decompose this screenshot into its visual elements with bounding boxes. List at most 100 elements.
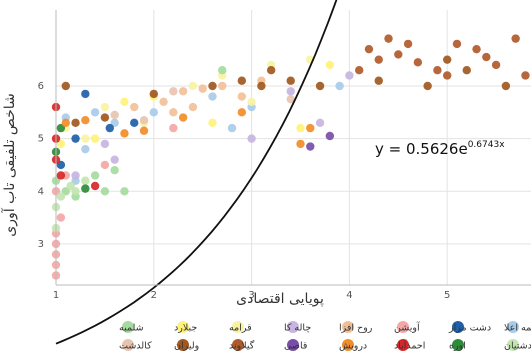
data-point (511, 34, 520, 43)
data-point (81, 144, 90, 154)
data-point (472, 44, 481, 54)
data-point (71, 187, 80, 196)
data-point (71, 118, 80, 128)
x-tick-label: 3 (248, 290, 254, 301)
data-point (237, 92, 247, 101)
legend-marker (507, 321, 519, 333)
data-point (120, 97, 129, 106)
legend-marker (287, 321, 299, 333)
data-point (325, 60, 335, 70)
trendline-equation: y = 0.5626e0.6743x (375, 140, 505, 158)
data-point (491, 60, 501, 70)
data-point (105, 123, 114, 133)
trendline-equation-exponent: 0.6743x (468, 140, 505, 150)
legend-label: دشتیان (504, 341, 531, 352)
legend-marker (177, 339, 189, 351)
data-point (100, 187, 110, 196)
legend-label: جبلارد (174, 323, 197, 334)
data-point (120, 129, 129, 138)
data-point (110, 118, 119, 128)
legend-marker (287, 339, 299, 351)
legend-marker (452, 321, 464, 333)
data-point (81, 176, 90, 185)
data-point (178, 87, 188, 96)
data-point (403, 39, 413, 49)
data-point (315, 118, 325, 128)
data-point (81, 89, 90, 99)
data-point (296, 139, 305, 149)
data-point (286, 87, 295, 96)
data-point (149, 89, 158, 99)
legend-marker (507, 339, 519, 351)
data-point (501, 81, 511, 91)
data-point (257, 81, 266, 91)
data-point (266, 66, 276, 75)
data-point (286, 94, 295, 104)
legend-marker (452, 339, 464, 351)
legend-label: اوره (449, 341, 466, 352)
legend-marker (122, 321, 134, 333)
legend-label: ولیران (174, 341, 199, 352)
data-point (433, 66, 442, 75)
data-point (188, 81, 198, 91)
data-point (198, 84, 207, 93)
legend-marker (397, 339, 409, 351)
legend-marker (232, 321, 244, 333)
data-point (247, 97, 256, 106)
data-point (71, 134, 80, 143)
data-point (521, 71, 530, 80)
data-point (354, 66, 364, 75)
data-point (188, 102, 198, 112)
data-point (139, 126, 149, 135)
data-point (227, 123, 237, 133)
data-points (51, 34, 530, 280)
x-axis-title: پویایی اقتصادی (236, 291, 324, 307)
data-point (81, 134, 90, 143)
grid-lines (55, 10, 531, 285)
data-point (100, 102, 110, 112)
data-point (423, 81, 432, 91)
legend-label: چشمه اعلا (504, 323, 531, 334)
data-point (90, 134, 100, 143)
data-point (61, 187, 70, 196)
y-axis-title: شاخص تلفیقی تاب آوری (1, 93, 18, 236)
data-point (61, 81, 70, 91)
legend-marker (342, 321, 354, 333)
y-tick-label: 4 (38, 186, 44, 197)
data-point (452, 39, 462, 49)
legend-label: دشت مزار (448, 323, 491, 334)
data-point (306, 142, 315, 151)
data-point (120, 187, 129, 196)
data-point (110, 166, 119, 175)
data-point (56, 160, 66, 170)
axes: 1234563456 (38, 10, 531, 301)
data-point (56, 213, 66, 222)
data-point (100, 139, 110, 149)
data-point (100, 113, 110, 122)
data-point (56, 192, 66, 201)
data-point (345, 71, 354, 80)
data-point (56, 139, 66, 149)
data-point (130, 118, 139, 128)
data-point (306, 123, 315, 133)
legend-label: کالدشت (119, 341, 152, 352)
data-point (413, 58, 423, 67)
data-point (286, 76, 295, 85)
legend-marker (177, 321, 189, 333)
data-point (218, 66, 227, 75)
legend-label: چاله کا (284, 323, 311, 334)
x-tick-label: 5 (444, 290, 450, 301)
data-point (247, 134, 256, 143)
data-point (364, 44, 374, 54)
data-point (384, 34, 393, 43)
data-point (374, 55, 383, 64)
legend-marker (122, 339, 134, 351)
data-point (61, 118, 70, 128)
data-point (110, 110, 119, 120)
data-point (71, 171, 80, 180)
data-point (66, 181, 75, 191)
data-point (130, 102, 139, 112)
data-point (443, 55, 452, 64)
